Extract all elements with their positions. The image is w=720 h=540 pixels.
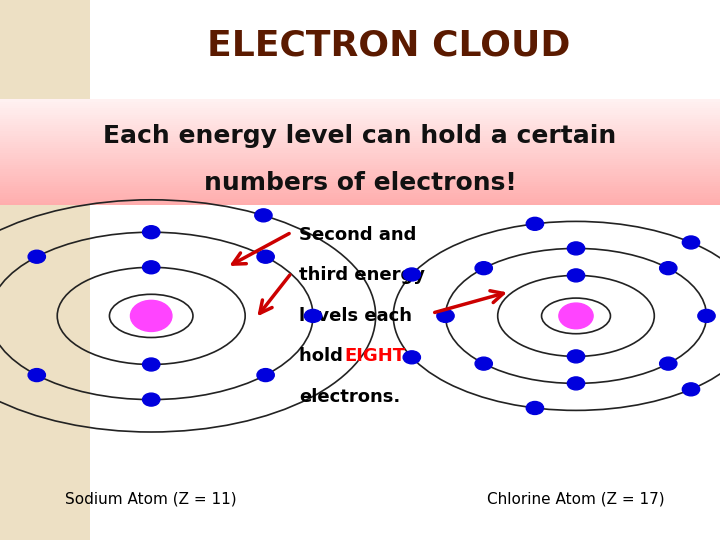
Circle shape <box>698 309 715 322</box>
Circle shape <box>475 262 492 275</box>
Bar <box>0 104 720 106</box>
Bar <box>0 154 720 157</box>
Circle shape <box>257 250 274 263</box>
Bar <box>0 196 720 199</box>
Bar <box>0 194 720 197</box>
Bar <box>0 112 720 114</box>
Bar <box>0 186 720 188</box>
Circle shape <box>567 350 585 363</box>
Bar <box>0 131 720 133</box>
Bar <box>0 202 720 205</box>
Circle shape <box>403 268 420 281</box>
Bar <box>0 184 720 186</box>
Bar <box>0 129 720 131</box>
Circle shape <box>660 357 677 370</box>
Bar <box>0 190 720 193</box>
Circle shape <box>475 357 492 370</box>
Text: Chlorine Atom (Z = 17): Chlorine Atom (Z = 17) <box>487 492 665 507</box>
Circle shape <box>437 309 454 322</box>
Bar <box>0 141 720 144</box>
Circle shape <box>257 369 274 382</box>
Circle shape <box>526 217 544 230</box>
Text: hold: hold <box>299 347 349 366</box>
Bar <box>0 148 720 151</box>
Bar <box>0 167 720 170</box>
Bar <box>0 198 720 201</box>
Bar <box>0 133 720 136</box>
Bar <box>0 137 720 140</box>
Bar <box>0 135 720 138</box>
Text: Second and: Second and <box>299 226 416 244</box>
Bar <box>0 181 720 184</box>
Bar <box>0 99 720 102</box>
Bar <box>0 152 720 154</box>
Circle shape <box>567 242 585 255</box>
Text: third energy: third energy <box>299 266 425 285</box>
Circle shape <box>255 209 272 222</box>
Circle shape <box>683 383 700 396</box>
Circle shape <box>143 358 160 371</box>
Text: EIGHT: EIGHT <box>344 347 405 366</box>
Bar <box>0 120 720 123</box>
Bar <box>0 160 720 163</box>
Circle shape <box>143 393 160 406</box>
Bar <box>0 146 720 148</box>
Bar <box>0 118 720 121</box>
Circle shape <box>143 261 160 274</box>
Bar <box>0 165 720 167</box>
Circle shape <box>28 369 45 382</box>
Bar <box>0 177 720 180</box>
Circle shape <box>143 226 160 239</box>
Bar <box>0 108 720 111</box>
Circle shape <box>305 309 322 322</box>
Bar <box>0 171 720 174</box>
Bar <box>0 116 720 119</box>
Bar <box>0 114 720 117</box>
Text: levels each: levels each <box>299 307 412 325</box>
Bar <box>0 144 720 146</box>
Bar <box>0 102 720 104</box>
Circle shape <box>130 300 172 332</box>
Bar <box>0 106 720 109</box>
Bar <box>0 175 720 178</box>
Bar <box>0 150 720 152</box>
Bar <box>90 208 720 518</box>
Bar <box>0 179 720 182</box>
Bar <box>0 123 720 125</box>
Bar <box>0 163 720 165</box>
Bar <box>0 192 720 195</box>
Circle shape <box>567 269 585 282</box>
Bar <box>0 139 720 142</box>
Circle shape <box>559 303 593 329</box>
Bar <box>0 125 720 127</box>
Circle shape <box>28 250 45 263</box>
Bar <box>0 110 720 112</box>
Bar <box>0 127 720 130</box>
Circle shape <box>567 377 585 390</box>
Text: numbers of electrons!: numbers of electrons! <box>204 171 516 194</box>
Bar <box>0 0 90 540</box>
Bar <box>0 156 720 159</box>
Circle shape <box>526 402 544 415</box>
Circle shape <box>403 351 420 364</box>
Circle shape <box>660 262 677 275</box>
Bar <box>0 200 720 203</box>
Text: ELECTRON CLOUD: ELECTRON CLOUD <box>207 29 570 63</box>
Bar <box>0 188 720 191</box>
Circle shape <box>683 236 700 249</box>
Bar <box>0 158 720 161</box>
Bar <box>0 173 720 176</box>
Text: Sodium Atom (Z = 11): Sodium Atom (Z = 11) <box>66 492 237 507</box>
Bar <box>0 169 720 172</box>
Text: Each energy level can hold a certain: Each energy level can hold a certain <box>104 124 616 148</box>
Bar <box>90 0 720 540</box>
Text: electrons.: electrons. <box>299 388 400 406</box>
